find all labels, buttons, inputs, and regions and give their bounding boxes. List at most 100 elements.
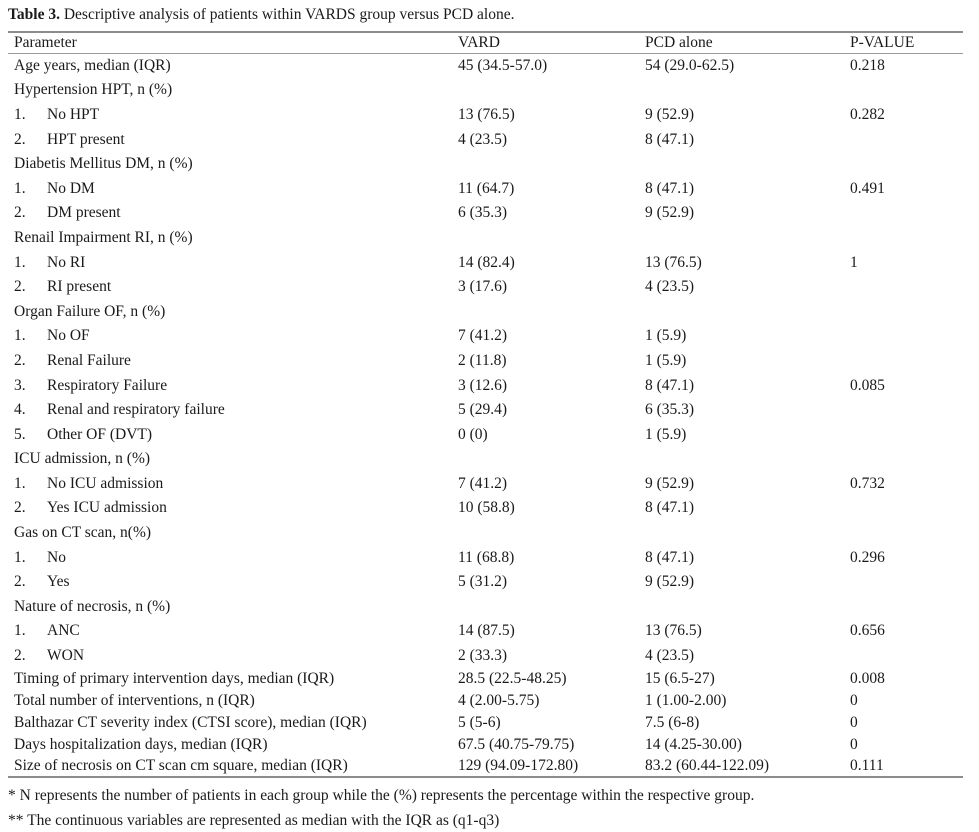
table-row: 1. No 11 (68.8) 8 (47.1) 0.296 <box>8 545 963 570</box>
row-number: 3. <box>14 376 26 394</box>
p-value <box>850 201 963 226</box>
p-value: 0 <box>850 692 858 710</box>
table-caption-number: Table 3. <box>8 6 60 23</box>
pcd-alone-value: 9 (52.9) <box>645 573 695 591</box>
parameter-label: No OF <box>47 327 90 345</box>
vard-value: 14 (87.5) <box>458 622 515 640</box>
table-row: 2. Yes ICU admission 10 (58.8) 8 (47.1) <box>8 496 963 521</box>
column-header-pcd-alone: PCD alone <box>645 32 850 54</box>
p-value: 0.732 <box>850 474 885 492</box>
parameter-cell: 1. No ICU admission <box>8 472 458 497</box>
table-row: ICU admission, n (%) <box>8 447 963 472</box>
parameter-label: Timing of primary intervention days, med… <box>14 670 335 688</box>
pcd-alone-value: 4 (23.5) <box>645 278 695 296</box>
pcd-alone-value: 13 (76.5) <box>645 253 702 271</box>
p-value <box>850 324 963 349</box>
pcd-alone-value <box>645 78 850 103</box>
table-caption: Table 3. Descriptive analysis of patient… <box>8 6 514 24</box>
pcd-alone-value: 14 (4.25-30.00) <box>645 735 742 753</box>
parameter-cell: Diabetis Mellitus DM, n (%) <box>8 152 458 177</box>
vard-value: 6 (35.3) <box>458 204 508 222</box>
p-value: 0.008 <box>850 670 885 688</box>
pcd-alone-value: 7.5 (6-8) <box>645 713 700 731</box>
table-row: 1. No ICU admission 7 (41.2) 9 (52.9) 0.732 <box>8 472 963 497</box>
parameter-label: Total number of interventions, n (IQR) <box>14 692 255 710</box>
p-value <box>850 78 963 103</box>
table-row: 1. No HPT 13 (76.5) 9 (52.9) 0.282 <box>8 103 963 128</box>
parameter-label: Size of necrosis on CT scan cm square, m… <box>14 756 348 774</box>
table-row: 2. RI present 3 (17.6) 4 (23.5) <box>8 275 963 300</box>
parameter-cell: Age years, median (IQR) <box>8 54 458 79</box>
table-row: Diabetis Mellitus DM, n (%) <box>8 152 963 177</box>
parameter-label: ANC <box>47 622 80 640</box>
vard-value: 5 (29.4) <box>458 401 508 419</box>
parameter-cell: Nature of necrosis, n (%) <box>8 595 458 620</box>
vard-value: 129 (94.09-172.80) <box>458 756 579 774</box>
vard-value <box>458 226 645 251</box>
p-value <box>850 299 963 324</box>
table-row: Total number of interventions, n (IQR) 4 … <box>8 690 963 712</box>
parameter-label: Respiratory Failure <box>47 376 168 394</box>
parameter-label: Hypertension HPT, n (%) <box>14 81 173 99</box>
parameter-label: RI present <box>47 278 112 296</box>
p-value: 0.282 <box>850 105 885 123</box>
table-row: 1. ANC 14 (87.5) 13 (76.5) 0.656 <box>8 619 963 644</box>
vard-value: 10 (58.8) <box>458 499 515 517</box>
p-value <box>850 595 963 620</box>
vard-value: 0 (0) <box>458 425 488 443</box>
table-row: 1. No RI 14 (82.4) 13 (76.5) 1 <box>8 250 963 275</box>
table-row: 2. Yes 5 (31.2) 9 (52.9) <box>8 570 963 595</box>
vard-value: 45 (34.5-57.0) <box>458 57 548 75</box>
parameter-cell: 2. DM present <box>8 201 458 226</box>
parameter-label: Renail Impairment RI, n (%) <box>14 228 193 246</box>
table-row: 4. Renal and respiratory failure 5 (29.4) 6… <box>8 398 963 423</box>
table-row: Balthazar CT severity index (CTSI score)… <box>8 712 963 734</box>
pcd-alone-value: 1 (5.9) <box>645 351 687 369</box>
parameter-label: Yes ICU admission <box>47 499 167 517</box>
row-number: 2. <box>14 278 26 296</box>
pcd-alone-value: 1 (1.00-2.00) <box>645 692 727 710</box>
p-value: 0.218 <box>850 57 885 75</box>
row-number: 1. <box>14 548 26 566</box>
row-number: 2. <box>14 647 26 665</box>
table-row: 5. Other OF (DVT) 0 (0) 1 (5.9) <box>8 422 963 447</box>
pcd-alone-value: 4 (23.5) <box>645 647 695 665</box>
table-row: 2. DM present 6 (35.3) 9 (52.9) <box>8 201 963 226</box>
table-row: Hypertension HPT, n (%) <box>8 78 963 103</box>
p-value: 0.111 <box>850 756 884 774</box>
p-value <box>850 521 963 546</box>
table-body: Age years, median (IQR) 45 (34.5-57.0) 54 … <box>8 54 963 778</box>
p-value: 0.491 <box>850 179 885 197</box>
pcd-alone-value: 6 (35.3) <box>645 401 695 419</box>
parameter-label: Days hospitalization days, median (IQR) <box>14 735 268 753</box>
table-row: 2. HPT present 4 (23.5) 8 (47.1) <box>8 127 963 152</box>
pcd-alone-value: 8 (47.1) <box>645 376 695 394</box>
row-number: 1. <box>14 474 26 492</box>
pcd-alone-value: 8 (47.1) <box>645 130 695 148</box>
pcd-alone-value <box>645 152 850 177</box>
pcd-alone-value: 8 (47.1) <box>645 179 695 197</box>
pcd-alone-value: 8 (47.1) <box>645 548 695 566</box>
parameter-cell: 2. Yes <box>8 570 458 595</box>
parameter-cell: Days hospitalization days, median (IQR) <box>8 734 458 756</box>
row-number: 1. <box>14 622 26 640</box>
pcd-alone-value: 13 (76.5) <box>645 622 702 640</box>
vard-value: 3 (17.6) <box>458 278 508 296</box>
table-row: Size of necrosis on CT scan cm square, m… <box>8 756 963 778</box>
parameter-label: Nature of necrosis, n (%) <box>14 597 171 615</box>
parameter-cell: 2. WON <box>8 644 458 669</box>
row-number: 1. <box>14 105 26 123</box>
parameter-cell: Gas on CT scan, n(%) <box>8 521 458 546</box>
table-row: Gas on CT scan, n(%) <box>8 521 963 546</box>
parameter-label: Renal Failure <box>47 351 131 369</box>
p-value <box>850 275 963 300</box>
column-header-parameter: Parameter <box>8 32 458 54</box>
parameter-cell: Timing of primary intervention days, med… <box>8 668 458 690</box>
vard-value: 2 (33.3) <box>458 647 508 665</box>
vard-value: 28.5 (22.5-48.25) <box>458 670 567 688</box>
p-value: 0 <box>850 735 858 753</box>
column-header-p-value: P-VALUE <box>850 32 963 54</box>
pcd-alone-value <box>645 226 850 251</box>
parameter-cell: 1. No HPT <box>8 103 458 128</box>
